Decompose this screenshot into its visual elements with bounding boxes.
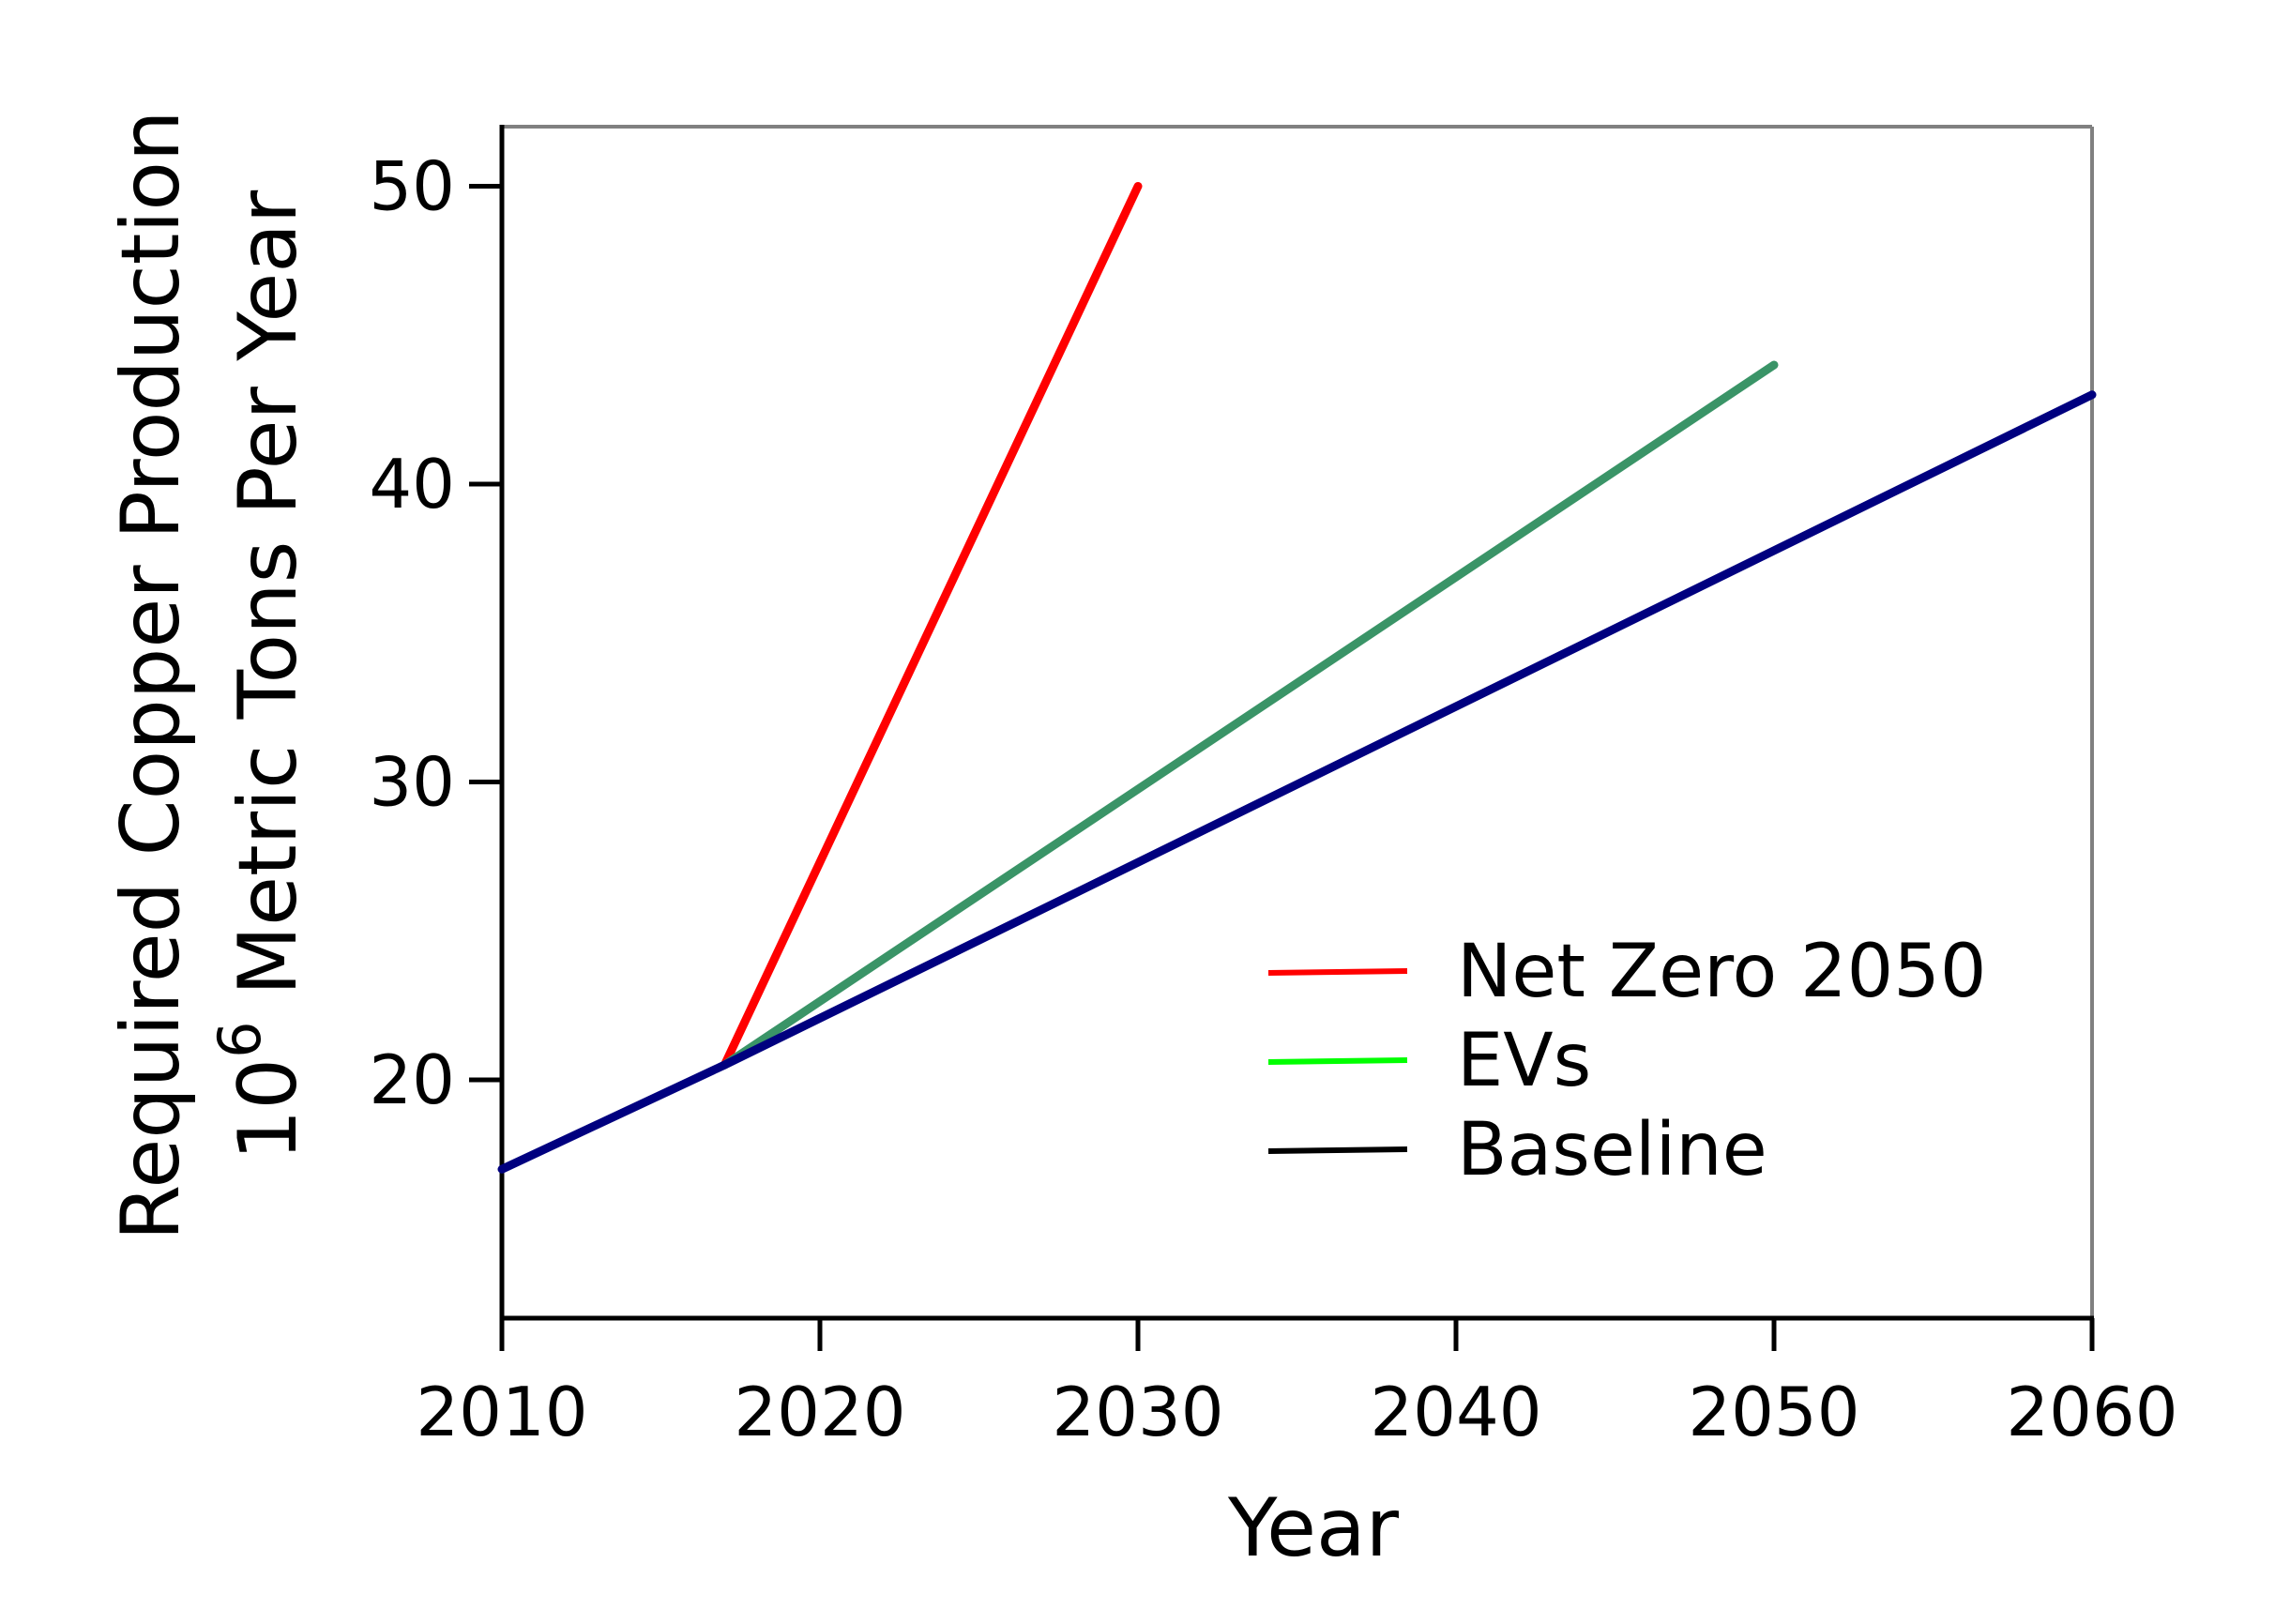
series-line-evs xyxy=(720,360,1779,1070)
x-tick-label-2020: 2020 xyxy=(734,1373,905,1451)
x-tick-label-2010: 2010 xyxy=(416,1373,587,1451)
legend-label-baseline: Baseline xyxy=(1457,1108,1767,1192)
y-axis-title-rest: Metric Tons Per Year xyxy=(221,190,315,1021)
y-tick-label-20: 20 xyxy=(369,1040,455,1119)
y-axis-title-line2: 106 Metric Tons Per Year xyxy=(205,190,315,1161)
series-line-net-zero-2050 xyxy=(720,182,1143,1070)
x-axis-title: Year xyxy=(1227,1481,1400,1575)
y-tick-label-30: 30 xyxy=(369,743,455,822)
y-axis-title-exponent: 6 xyxy=(205,1021,274,1057)
legend-label-net-zero-2050: Net Zero 2050 xyxy=(1457,930,1987,1014)
series-lines xyxy=(497,182,2097,1174)
legend-swatch-net-zero-2050 xyxy=(1267,968,1408,976)
x-tick-label-2060: 2060 xyxy=(2006,1373,2177,1451)
y-axis-title-base: 10 xyxy=(221,1058,315,1161)
x-tick-label-2050: 2050 xyxy=(1688,1373,1859,1451)
y-axis-title: Required Copper Production 106 Metric To… xyxy=(104,110,315,1240)
x-tick-label-2040: 2040 xyxy=(1370,1373,1541,1451)
y-axis-title-line1: Required Copper Production xyxy=(104,110,198,1240)
y-tick-label-50: 50 xyxy=(369,147,455,226)
y-tick-label-40: 40 xyxy=(369,445,455,524)
legend-label-evs: EVs xyxy=(1457,1019,1591,1103)
legend-swatch-baseline xyxy=(1267,1146,1408,1154)
x-tick-label-2030: 2030 xyxy=(1052,1373,1223,1451)
series-line-baseline xyxy=(497,390,2097,1174)
legend-swatch-evs xyxy=(1267,1057,1408,1065)
